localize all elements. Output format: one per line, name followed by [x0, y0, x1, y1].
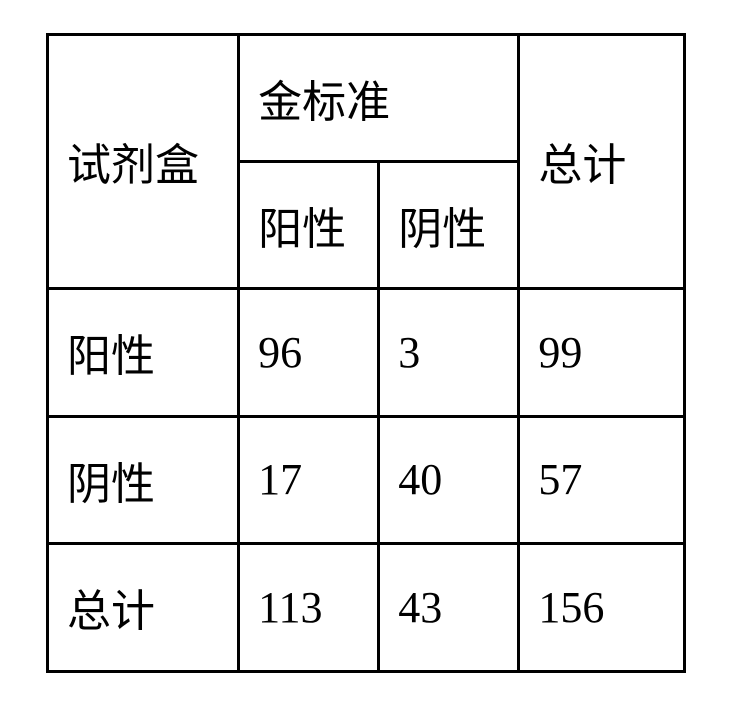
subheader-negative: 阴性	[379, 161, 519, 288]
cell-negative: 43	[379, 544, 519, 671]
header-kit: 试剂盒	[48, 34, 239, 289]
row-label: 阳性	[48, 289, 239, 416]
cell-negative: 3	[379, 289, 519, 416]
table-row: 阳性 96 3 99	[48, 289, 685, 416]
subheader-positive: 阳性	[239, 161, 379, 288]
header-total: 总计	[519, 34, 685, 289]
table-row: 总计 113 43 156	[48, 544, 685, 671]
row-label: 总计	[48, 544, 239, 671]
cell-total: 99	[519, 289, 685, 416]
cell-positive: 113	[239, 544, 379, 671]
header-gold-standard: 金标准	[239, 34, 519, 161]
table-row: 阴性 17 40 57	[48, 416, 685, 543]
table-header-row-1: 试剂盒 金标准 总计	[48, 34, 685, 161]
cell-positive: 96	[239, 289, 379, 416]
contingency-table: 试剂盒 金标准 总计 阳性 阴性 阳性 96 3 99 阴性 17 40 57 …	[46, 33, 686, 673]
row-label: 阴性	[48, 416, 239, 543]
cell-total: 57	[519, 416, 685, 543]
cell-positive: 17	[239, 416, 379, 543]
cell-total: 156	[519, 544, 685, 671]
cell-negative: 40	[379, 416, 519, 543]
